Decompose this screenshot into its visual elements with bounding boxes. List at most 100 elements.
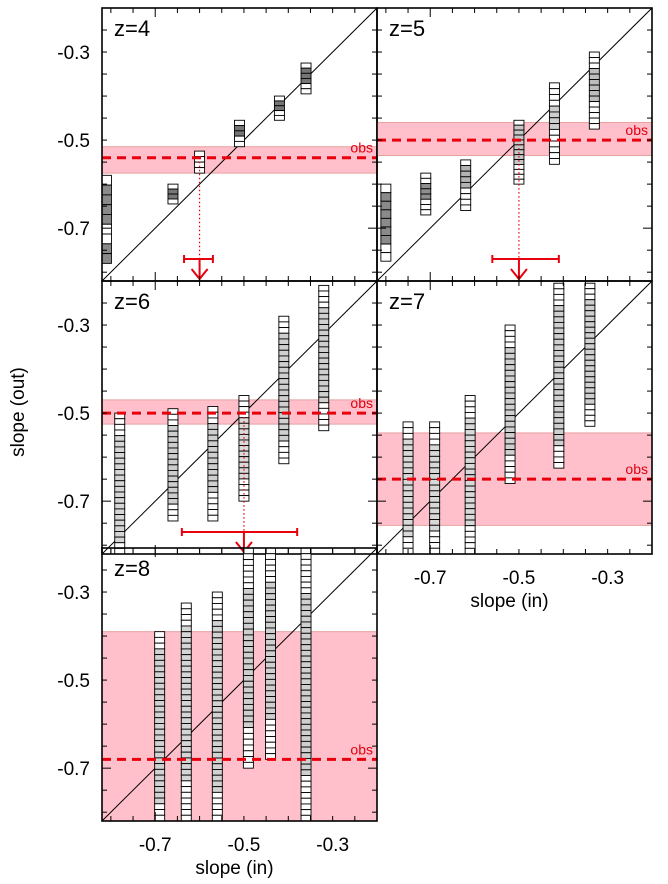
square-marker [402, 467, 414, 475]
square-marker [584, 343, 596, 350]
square-marker [464, 491, 476, 498]
square-marker [504, 409, 516, 417]
square-marker [211, 688, 223, 696]
square-marker [300, 666, 312, 674]
square-marker [211, 677, 223, 685]
square-marker [300, 689, 312, 697]
square-marker [464, 519, 476, 527]
square-marker [420, 193, 432, 200]
marker-stack [380, 183, 392, 262]
square-marker [242, 732, 254, 740]
square-marker [242, 588, 254, 595]
square-marker [300, 701, 312, 708]
square-marker [464, 547, 476, 554]
square-marker [429, 421, 441, 429]
square-marker [588, 57, 600, 64]
marker-stack [114, 412, 126, 554]
square-marker [300, 672, 312, 680]
square-marker [180, 665, 192, 673]
square-marker [180, 688, 192, 696]
square-marker [234, 130, 245, 137]
y-axis-title: slope (out) [8, 367, 29, 457]
square-marker [504, 347, 516, 354]
square-marker [300, 553, 312, 560]
square-marker [300, 723, 312, 731]
square-marker [553, 434, 565, 441]
marker-stack [553, 282, 565, 469]
square-marker [265, 638, 276, 646]
square-marker [154, 682, 166, 690]
square-marker [548, 123, 560, 130]
square-marker [207, 469, 219, 476]
square-marker [180, 791, 192, 799]
square-marker [242, 657, 254, 665]
square-marker [429, 450, 441, 457]
panel-title: z=5 [389, 16, 425, 41]
square-marker [207, 428, 219, 436]
square-marker [278, 429, 290, 436]
marker-stack [273, 95, 285, 121]
square-marker [278, 389, 290, 397]
square-marker [207, 457, 219, 465]
square-marker [265, 553, 276, 560]
square-marker [429, 438, 441, 446]
square-marker [180, 763, 192, 770]
square-marker [265, 633, 276, 640]
square-marker [234, 140, 245, 148]
square-marker [114, 469, 126, 476]
square-marker [318, 284, 330, 292]
square-marker [207, 509, 219, 516]
square-marker [238, 489, 250, 497]
panel-z6: obs z=6 -0.3 -0.5 -0.7 [57, 280, 378, 555]
square-marker [207, 486, 219, 493]
square-marker [584, 304, 596, 312]
square-marker [380, 252, 392, 262]
square-marker [211, 717, 223, 725]
square-marker [504, 466, 516, 473]
square-marker [180, 717, 192, 724]
square-marker [553, 350, 565, 357]
y-tick-label: -0.7 [57, 492, 90, 513]
marker-stack [180, 602, 192, 821]
square-marker [584, 348, 596, 356]
square-marker [265, 730, 276, 737]
panel-frame [101, 547, 378, 822]
square-marker [211, 809, 223, 816]
square-marker [300, 655, 312, 663]
obs-label: obs [350, 395, 373, 411]
square-marker [553, 299, 565, 307]
square-marker [318, 340, 330, 348]
square-marker [300, 746, 312, 754]
square-marker [548, 152, 560, 159]
square-marker [420, 198, 432, 205]
square-marker [584, 381, 596, 389]
square-marker [588, 62, 600, 69]
square-marker [460, 204, 472, 211]
square-marker [242, 698, 254, 705]
square-marker [460, 187, 472, 195]
square-marker [300, 649, 312, 657]
square-marker [242, 593, 254, 601]
square-marker [548, 140, 560, 148]
y-tick-label: -0.3 [57, 583, 90, 604]
square-marker [318, 419, 330, 426]
x-axis-title: slope (in) [470, 591, 548, 612]
square-marker [300, 786, 312, 794]
square-marker [402, 507, 414, 515]
square-marker [429, 484, 441, 492]
square-marker [265, 604, 276, 612]
square-marker [464, 525, 476, 532]
square-marker [154, 814, 166, 821]
square-marker [300, 740, 312, 748]
square-marker [265, 661, 276, 669]
square-marker [102, 184, 112, 196]
square-marker [180, 734, 192, 742]
square-marker [167, 469, 179, 477]
square-marker [180, 705, 192, 713]
square-marker [242, 750, 254, 758]
y-tick-label: -0.3 [57, 43, 90, 64]
square-marker [265, 570, 276, 578]
square-marker [211, 780, 223, 788]
square-marker [154, 717, 166, 724]
square-marker [460, 181, 472, 189]
